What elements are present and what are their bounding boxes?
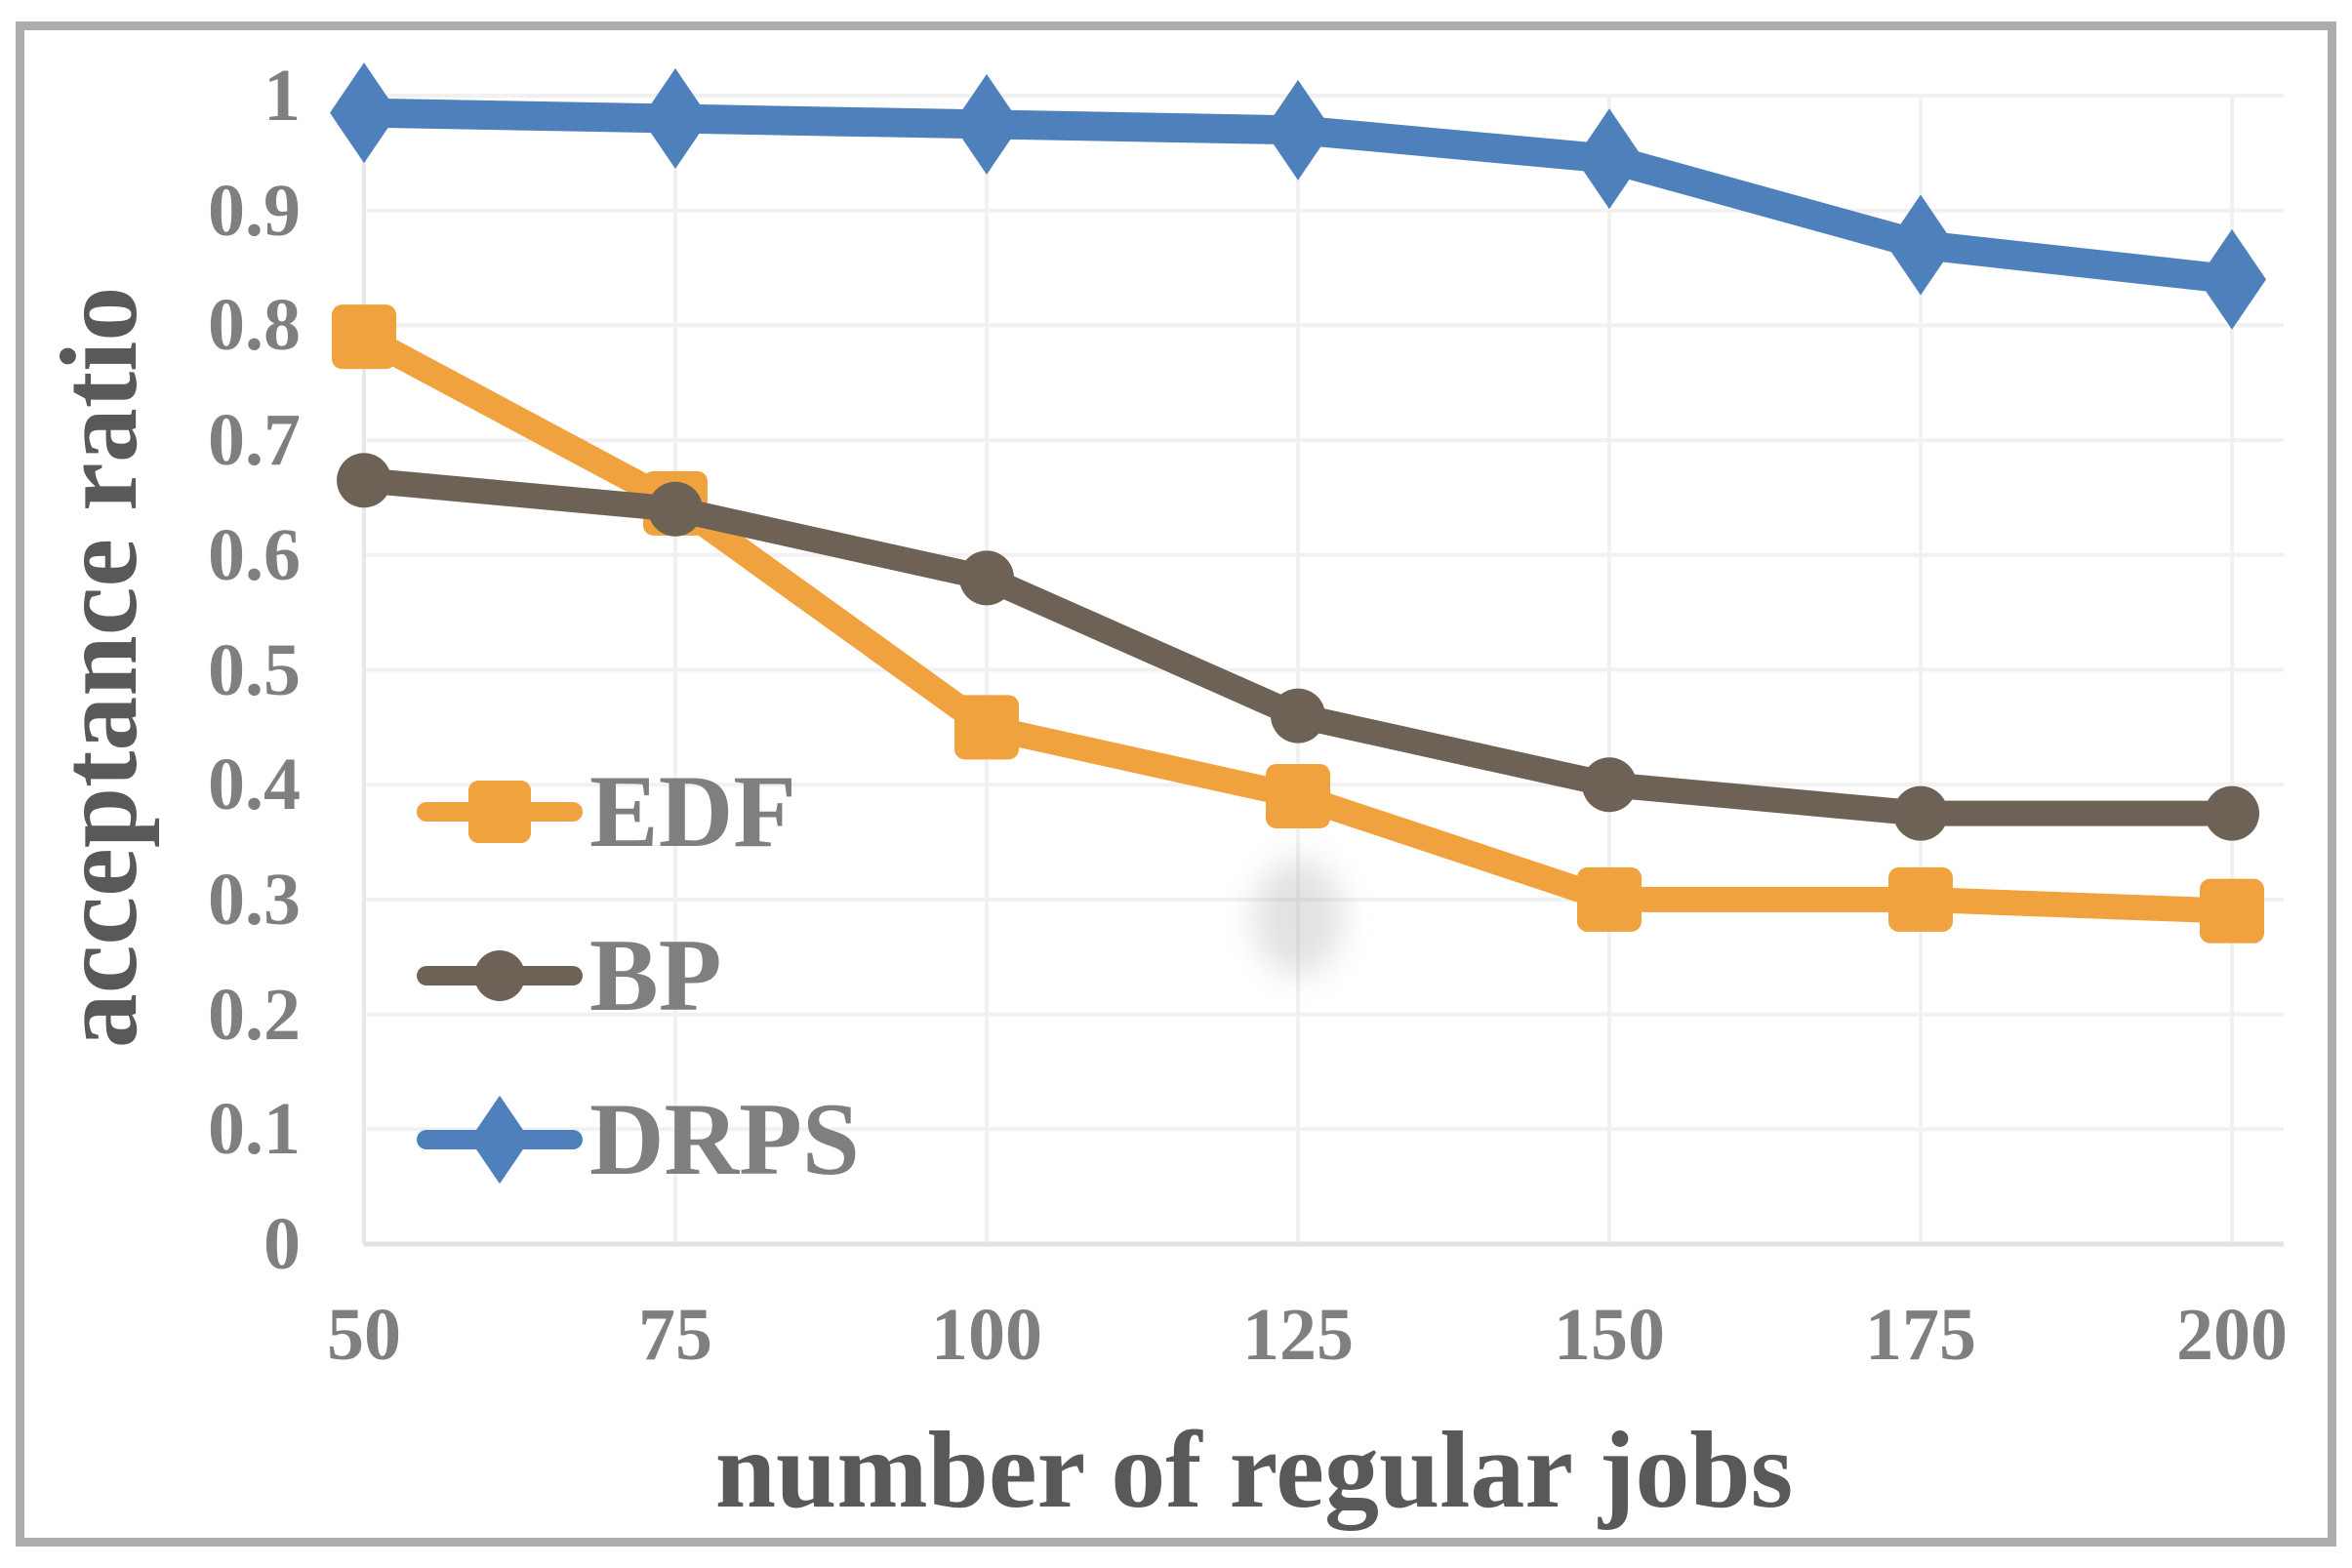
x-axis-title: number of regular jobs (714, 1410, 1794, 1531)
bp-marker (1893, 785, 1948, 841)
y-tick-label: 0.9 (208, 169, 301, 252)
drps-marker (1264, 79, 1332, 181)
smudge-artifact (1253, 859, 1343, 976)
edf-marker (332, 304, 396, 370)
edf-marker (2200, 878, 2264, 944)
edf-marker (1266, 763, 1330, 828)
bp-marker (1582, 757, 1637, 813)
legend-label-drps: DRPS (589, 1082, 860, 1196)
legend-diamond-icon (469, 1095, 530, 1185)
legend-item-bp (417, 950, 583, 1001)
y-axis-title: acceptance ratio (39, 286, 160, 1049)
legend (417, 781, 583, 1185)
legend-label-bp: BP (589, 918, 722, 1032)
drps-marker (1886, 194, 1955, 296)
edf-marker (1888, 866, 1953, 932)
x-tick-label: 75 (638, 1294, 712, 1376)
legend-square-icon (468, 781, 531, 843)
y-tick-label: 0.5 (208, 628, 301, 711)
x-tick-label: 125 (1242, 1294, 1354, 1376)
y-tick-label: 0.3 (208, 858, 301, 941)
y-tick-label: 0.7 (208, 399, 301, 482)
bp-marker (2205, 785, 2259, 841)
bp-marker (337, 453, 391, 508)
bp-marker (1271, 688, 1325, 744)
legend-item-edf (417, 781, 583, 843)
series-bp (337, 453, 2259, 841)
bp-marker (648, 481, 703, 537)
legend-circle-icon (474, 950, 525, 1001)
edf-marker (1577, 866, 1642, 932)
x-tick-label: 175 (1865, 1294, 1976, 1376)
drps-marker (953, 73, 1021, 175)
x-tick-label: 200 (2176, 1294, 2288, 1376)
x-tick-label: 100 (931, 1294, 1042, 1376)
x-tick-label: 150 (1554, 1294, 1665, 1376)
drps-marker (1575, 108, 1643, 210)
drps-marker (2198, 228, 2266, 330)
y-tick-label: 0 (264, 1203, 301, 1285)
edf-marker (954, 695, 1019, 760)
x-tick-label: 50 (327, 1294, 401, 1376)
drps-marker (641, 68, 710, 170)
y-tick-label: 1 (264, 55, 301, 137)
series-drps (330, 62, 2266, 330)
y-tick-label: 0.6 (208, 513, 301, 596)
y-tick-label: 0.8 (208, 284, 301, 367)
bp-marker (959, 550, 1014, 606)
y-tick-label: 0.4 (208, 744, 301, 826)
legend-item-drps (417, 1095, 583, 1185)
legend-label-edf: EDF (589, 754, 796, 868)
y-tick-label: 0.2 (208, 973, 301, 1056)
drps-marker (330, 62, 398, 164)
y-tick-label: 0.1 (208, 1088, 301, 1171)
